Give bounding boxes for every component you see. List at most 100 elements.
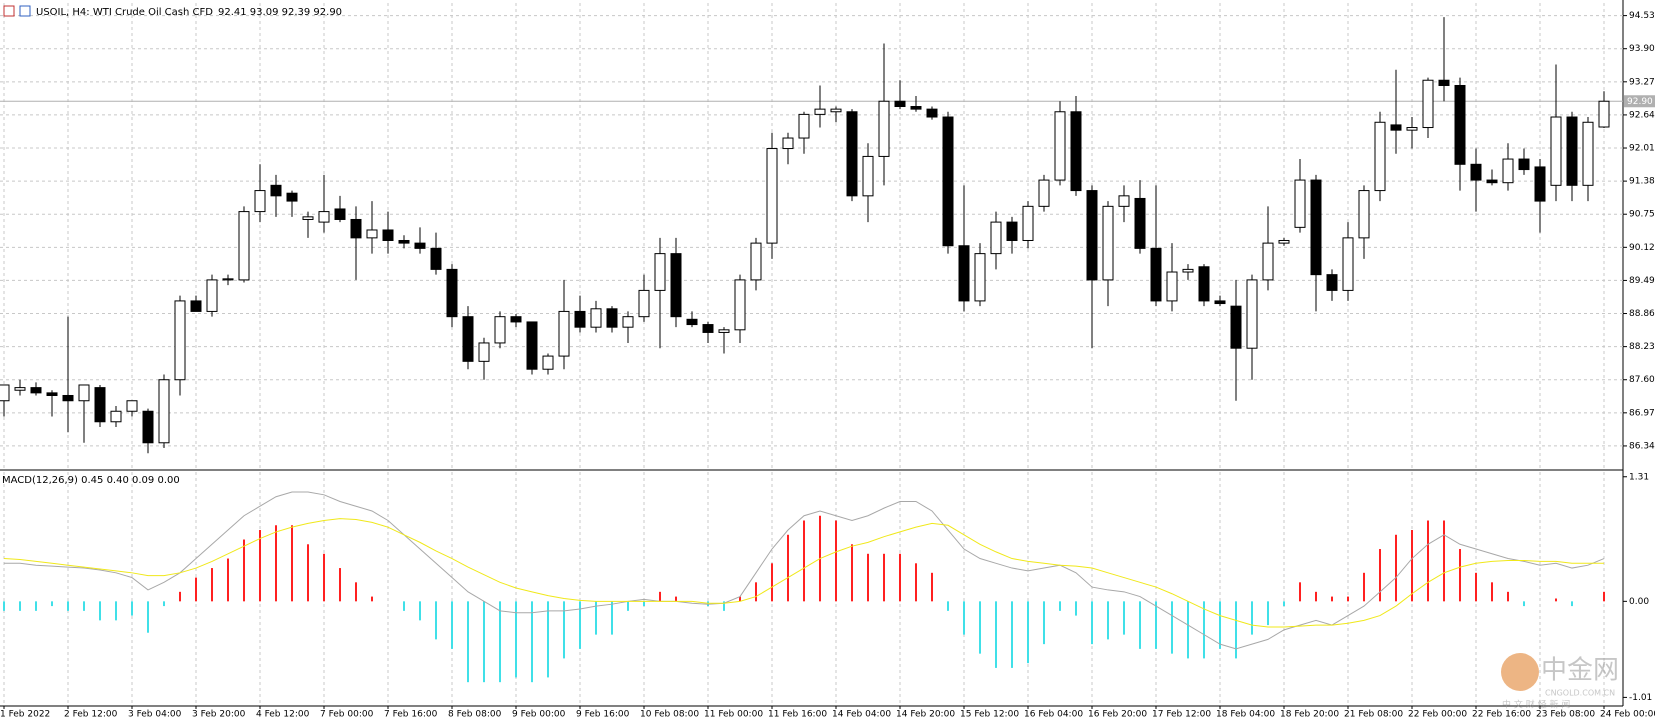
candle-body xyxy=(1374,121,1386,192)
candle-body xyxy=(1134,197,1146,249)
candle-body xyxy=(478,342,490,362)
candle-body xyxy=(126,400,138,412)
candle-body xyxy=(606,308,618,328)
x-tick-label: 17 Feb 12:00 xyxy=(1152,710,1211,720)
candle-body xyxy=(1006,221,1018,241)
candle-body xyxy=(1118,195,1130,207)
x-tick-label: 2 Feb 12:00 xyxy=(64,710,118,720)
y-tick-label: 90.75 xyxy=(1629,210,1655,220)
candle-body xyxy=(734,279,746,331)
x-tick-label: 22 Feb 00:00 xyxy=(1408,710,1467,720)
candle-body xyxy=(750,242,762,281)
candle-body xyxy=(1022,205,1034,241)
candle-body xyxy=(462,316,474,362)
candle-body xyxy=(1102,205,1114,281)
candle-body xyxy=(1070,111,1082,192)
x-tick-label: 22 Feb 16:00 xyxy=(1472,710,1531,720)
candle-body xyxy=(1246,279,1258,349)
candle-body xyxy=(926,108,938,118)
candle-body xyxy=(1486,179,1498,184)
x-tick-label: 3 Feb 20:00 xyxy=(192,710,246,720)
candle-body xyxy=(238,211,250,281)
candle-body xyxy=(1454,84,1466,165)
candle-body xyxy=(590,308,602,328)
candle-body xyxy=(382,229,394,241)
candle-body xyxy=(1598,100,1610,128)
candle-body xyxy=(1262,242,1274,281)
candle-body xyxy=(702,324,714,333)
candle-body xyxy=(862,155,874,197)
x-tick-label: 4 Feb 12:00 xyxy=(256,710,310,720)
chart-title: USOIL, H4: WTI Crude Oil Cash CFD xyxy=(36,7,213,18)
candle-body xyxy=(670,253,682,318)
y-tick-label: 89.49 xyxy=(1629,276,1655,286)
candle-body xyxy=(1278,239,1290,244)
candle-body xyxy=(94,387,106,423)
candle-body xyxy=(942,116,954,247)
candle-body xyxy=(974,253,986,302)
x-tick-label: 10 Feb 08:00 xyxy=(640,710,699,720)
x-tick-label: 23 Feb 08:00 xyxy=(1536,710,1595,720)
candle-body xyxy=(414,242,426,249)
y-tick-label: 93.90 xyxy=(1629,44,1655,54)
current-price-label: 92.90 xyxy=(1627,97,1653,107)
candle-body xyxy=(1230,305,1242,349)
y-tick-label: 92.01 xyxy=(1629,144,1655,154)
y-tick-label: 90.12 xyxy=(1629,243,1655,253)
candle-body xyxy=(110,410,122,423)
candle-body xyxy=(62,394,74,402)
candle-body xyxy=(1150,247,1162,302)
candle-body xyxy=(1342,237,1354,291)
x-tick-label: 3 Feb 04:00 xyxy=(128,710,182,720)
candle-body xyxy=(558,310,570,357)
x-tick-label: 7 Feb 16:00 xyxy=(384,710,438,720)
candle-body xyxy=(1326,274,1338,291)
candle-body xyxy=(638,289,650,318)
y-tick-label: 92.64 xyxy=(1629,110,1655,120)
watermark-title: 中金网 xyxy=(1541,656,1619,686)
y-tick-label: 86.34 xyxy=(1629,441,1655,451)
candle-body xyxy=(1166,271,1178,302)
y-tick-label: 88.86 xyxy=(1629,309,1655,319)
candle-body xyxy=(206,279,218,312)
candle-body xyxy=(494,316,506,344)
candle-body xyxy=(1054,111,1066,181)
watermark-site: CNGOLD.COM.CN xyxy=(1545,689,1615,698)
ohlc-text: 92.41 93.09 92.39 92.90 xyxy=(218,7,342,18)
candle-body xyxy=(814,108,826,115)
candle-body xyxy=(190,300,202,312)
candle-body xyxy=(302,216,314,220)
x-tick-label: 18 Feb 04:00 xyxy=(1216,710,1275,720)
x-tick-label: 11 Feb 00:00 xyxy=(704,710,763,720)
candle-body xyxy=(0,384,10,402)
candle-body xyxy=(158,379,170,444)
candle-body xyxy=(430,247,442,270)
candle-body xyxy=(1534,166,1546,202)
x-tick-label: 21 Feb 08:00 xyxy=(1344,710,1403,720)
candle-body xyxy=(14,387,26,391)
candle-body xyxy=(958,245,970,302)
candle-body xyxy=(1502,158,1514,184)
y-tick-label: 87.60 xyxy=(1629,375,1655,385)
x-tick-label: 7 Feb 00:00 xyxy=(320,710,374,720)
candle-body xyxy=(1566,116,1578,186)
indicator-line xyxy=(4,491,1605,650)
x-tick-label: 16 Feb 20:00 xyxy=(1088,710,1147,720)
candle-body xyxy=(798,113,810,139)
candle-body xyxy=(1214,300,1226,305)
candle-body xyxy=(1550,116,1562,186)
candle-body xyxy=(318,211,330,223)
x-tick-label: 9 Feb 00:00 xyxy=(512,710,566,720)
candle-body xyxy=(254,190,266,213)
candle-body xyxy=(398,239,410,244)
candle-body xyxy=(174,300,186,381)
candle-body xyxy=(1086,190,1098,281)
watermark-tagline: 中 文 财 经 新 闻 xyxy=(1502,699,1570,711)
candle-body xyxy=(910,106,922,110)
candle-body xyxy=(846,111,858,197)
candle-body xyxy=(654,253,666,291)
x-tick-label: 24 Feb 00:00 xyxy=(1600,710,1655,720)
candle-body xyxy=(574,310,586,328)
